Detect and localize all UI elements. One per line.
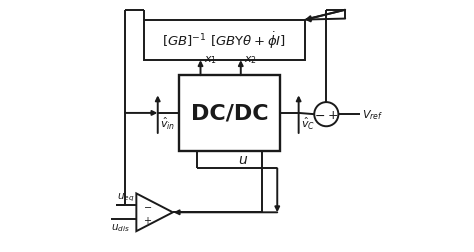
Text: DC/DC: DC/DC	[191, 104, 268, 123]
Polygon shape	[137, 194, 173, 231]
Text: $+$: $+$	[327, 108, 338, 121]
Text: $[GB]^{-1}\ [GB\Upsilon\theta + \dot{\phi}I]$: $[GB]^{-1}\ [GB\Upsilon\theta + \dot{\ph…	[163, 30, 286, 51]
Bar	[144, 21, 305, 61]
Text: $u$: $u$	[238, 152, 248, 166]
Text: $\hat{v}_C$: $\hat{v}_C$	[301, 115, 315, 131]
Text: $\hat{v}_{in}$: $\hat{v}_{in}$	[160, 115, 175, 131]
Text: $+$: $+$	[143, 214, 152, 225]
Text: $-$: $-$	[143, 200, 152, 210]
Text: $x_2$: $x_2$	[244, 54, 257, 66]
Bar	[179, 76, 280, 151]
Text: $-$: $-$	[314, 108, 326, 121]
Text: $u_{dis}$: $u_{dis}$	[111, 221, 130, 233]
Text: $u_{eq}$: $u_{eq}$	[118, 191, 135, 203]
Text: $V_{ref}$: $V_{ref}$	[362, 108, 383, 122]
Circle shape	[314, 103, 338, 127]
Text: $x_1$: $x_1$	[203, 54, 217, 66]
